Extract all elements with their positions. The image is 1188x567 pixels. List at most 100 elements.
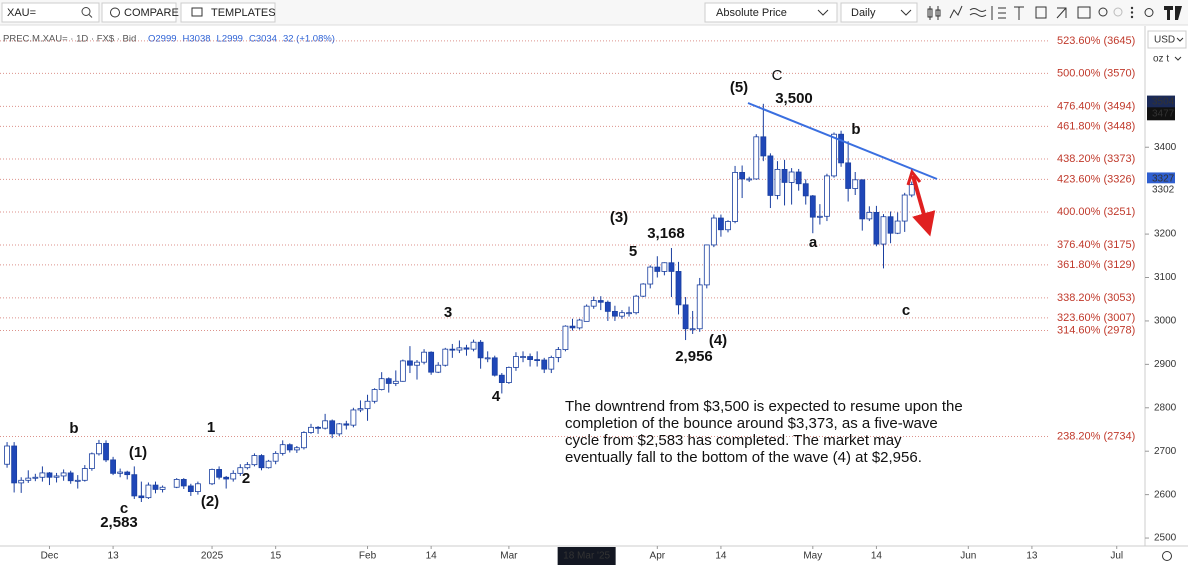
candle-body: [103, 442, 109, 461]
ohlc-value: L2999: [217, 34, 243, 45]
candle-body: [859, 179, 866, 220]
candle-body: [74, 479, 81, 482]
fib-levels: [0, 40, 1050, 437]
wave-label: 3,500: [775, 90, 813, 107]
instrument-label: PREC.M.XAU= · 1D · FX$ · Bid: [3, 34, 136, 45]
candle-body: [654, 266, 661, 272]
unit-label: oz t: [1153, 54, 1169, 65]
candle-body: [301, 432, 307, 449]
settings-icon[interactable]: [1144, 8, 1154, 17]
compare-button[interactable]: [101, 2, 177, 23]
candle-body: [576, 319, 583, 329]
price-marker: [1147, 107, 1175, 121]
x-tick-label: Jun: [960, 551, 976, 562]
candle-body: [887, 216, 894, 234]
dropdown-arrow: [1176, 37, 1184, 42]
y-tick-label: 2800: [1154, 402, 1177, 413]
x-tick-label: 2025: [201, 551, 224, 562]
x-tick-label: 13: [1026, 551, 1038, 562]
candle-body: [824, 175, 830, 217]
candle-body: [343, 423, 350, 426]
symbol-search[interactable]: [1, 2, 100, 23]
wave-label: c: [902, 302, 910, 319]
candle-body: [392, 380, 399, 384]
crosshair-date-box: [557, 547, 616, 565]
commentary-line: The downtrend from $3,500 is expected to…: [565, 398, 963, 415]
candle-body: [703, 244, 710, 286]
note-icon[interactable]: [1077, 6, 1091, 19]
candle-body: [831, 133, 837, 177]
candle-body: [583, 305, 590, 322]
candle-body: [39, 472, 46, 478]
candle-body: [18, 479, 25, 484]
candle-body: [195, 483, 201, 492]
interval-dropdown[interactable]: [840, 2, 918, 23]
indicator-icon[interactable]: [949, 5, 963, 19]
zoom-out-icon[interactable]: [1113, 7, 1123, 17]
x-tick-label: Jul: [1110, 551, 1123, 562]
wave-icon[interactable]: [969, 8, 987, 17]
candle-body: [81, 468, 88, 481]
candle-body: [216, 469, 223, 478]
ohlc-value: 32 (+1.08%): [283, 34, 335, 45]
candle-body: [67, 472, 74, 482]
compare-icon: [110, 7, 120, 18]
commentary-line: cycle from $2,583 has completed. The mar…: [565, 432, 902, 449]
menu-dot: [1130, 6, 1134, 10]
zoom-in-icon[interactable]: [1098, 7, 1108, 17]
fib-level-label: 361.80% (3129): [1057, 259, 1135, 271]
candle-body: [668, 262, 675, 272]
fib-icon[interactable]: [991, 6, 1006, 20]
candle-body: [541, 359, 548, 370]
commentary-line: completion of the bounce around $3,373, …: [565, 415, 938, 432]
candle-body: [597, 300, 604, 303]
dropdown-arrow: [817, 9, 829, 16]
candle-body: [258, 455, 265, 469]
wave-label: 2,956: [675, 348, 713, 365]
candle-body: [428, 351, 435, 373]
candle-body: [407, 360, 413, 366]
symbol-text: XAU=: [7, 7, 36, 19]
candle-icon[interactable]: [927, 6, 941, 20]
templates-button[interactable]: [180, 2, 276, 23]
candle-body: [110, 459, 116, 474]
text-icon[interactable]: [1014, 6, 1024, 20]
candle-body: [760, 136, 767, 157]
candle-body: [513, 356, 519, 368]
fib-level-label: 323.60% (3007): [1057, 312, 1135, 324]
fib-level-label: 476.40% (3494): [1057, 100, 1135, 112]
wave-label: b: [851, 121, 860, 138]
y-tick-label: 3000: [1154, 316, 1177, 327]
candle-body: [838, 133, 844, 164]
shape-icon[interactable]: [1035, 6, 1047, 19]
fib-level-label: 376.40% (3175): [1057, 239, 1135, 251]
arrow-tail: [906, 168, 922, 186]
candle-body: [548, 357, 555, 370]
x-tick-label: 14: [715, 551, 727, 562]
axis-settings-icon[interactable]: [1162, 551, 1172, 561]
price-mode-dropdown[interactable]: [704, 2, 838, 23]
candle-body: [435, 364, 442, 373]
candle-body: [477, 341, 484, 359]
draw-icon[interactable]: [1056, 7, 1067, 19]
candle-body: [505, 366, 512, 383]
candle-body: [96, 442, 102, 455]
wave-label: (2): [201, 493, 219, 510]
currency-button[interactable]: [1147, 30, 1187, 49]
candle-body: [661, 262, 668, 272]
candle-body: [322, 420, 329, 429]
candle-body: [562, 325, 569, 350]
wave-label: 2,583: [100, 514, 138, 531]
ohlc-values: O2999 H3038 L2999 C3034 32 (+1.08%): [148, 34, 335, 45]
candle-body: [498, 374, 505, 383]
fib-level-label: 423.60% (3326): [1057, 173, 1135, 185]
candle-body: [569, 325, 576, 329]
dropdown-arrow: [900, 9, 912, 16]
candle-body: [852, 179, 859, 189]
candle-body: [689, 328, 696, 331]
price-mode-label: Absolute Price: [716, 7, 787, 19]
candle-body: [230, 472, 237, 480]
candle-body: [739, 172, 746, 180]
crosshair-date-label: 18 Mar '25: [563, 551, 610, 562]
